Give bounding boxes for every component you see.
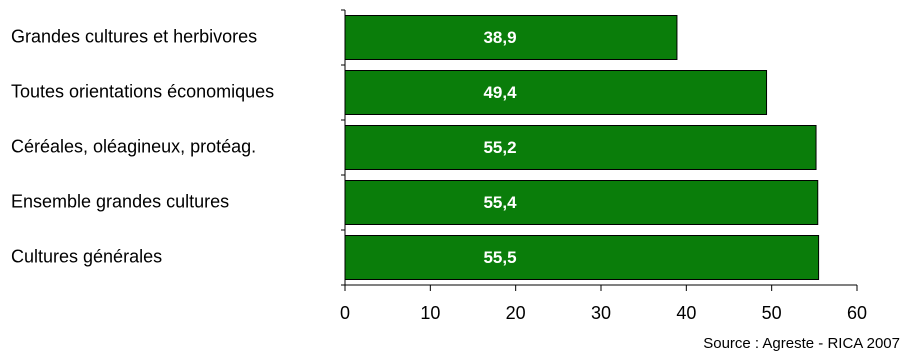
bar-value-label: 49,4 xyxy=(483,83,517,102)
category-label: Toutes orientations économiques xyxy=(11,81,274,101)
x-tick-label: 40 xyxy=(676,303,696,323)
bar xyxy=(344,15,678,60)
source-note: Source : Agreste - RICA 2007 xyxy=(703,335,900,352)
x-tick-label: 0 xyxy=(340,303,350,323)
category-label: Cultures générales xyxy=(11,246,162,266)
bar xyxy=(344,235,820,280)
x-tick-label: 60 xyxy=(847,303,867,323)
x-tick-label: 10 xyxy=(420,303,440,323)
axes-group: 0 10 20 30 40 50 60 xyxy=(340,9,867,323)
bar-value-label: 38,9 xyxy=(483,28,516,47)
x-tick-label: 20 xyxy=(506,303,526,323)
category-label: Ensemble grandes cultures xyxy=(11,191,229,211)
labels-group: 38,9 Grandes cultures et herbivores 49,4 To… xyxy=(11,26,517,267)
bar xyxy=(344,70,768,115)
bar xyxy=(344,125,817,170)
x-tick-label: 30 xyxy=(591,303,611,323)
bar xyxy=(344,180,819,225)
x-tick-label: 50 xyxy=(762,303,782,323)
bars-group xyxy=(344,15,820,280)
bar-value-label: 55,2 xyxy=(483,138,516,157)
bar-value-label: 55,4 xyxy=(483,193,517,212)
category-label: Céréales, oléagineux, protéag. xyxy=(11,136,256,156)
category-label: Grandes cultures et herbivores xyxy=(11,26,257,46)
bar-value-label: 55,5 xyxy=(483,248,516,267)
